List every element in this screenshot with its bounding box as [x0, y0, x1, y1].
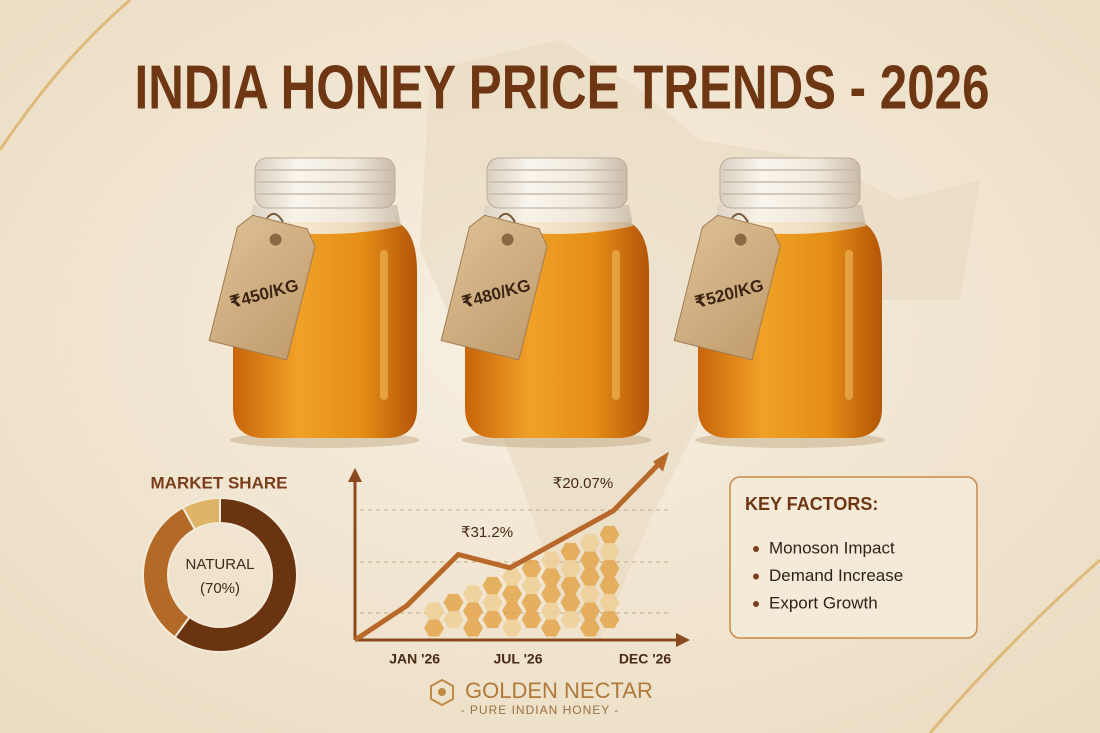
price-tag: ₹480/KG [440, 214, 548, 361]
brand-logo [430, 678, 454, 707]
honeycomb-cell [463, 619, 483, 637]
price-tag: ₹520/KG [673, 214, 781, 361]
honeycomb-cell [424, 619, 444, 637]
tag-hole [501, 233, 514, 246]
honeycomb-cell [599, 610, 620, 629]
donut-segment [181, 496, 221, 531]
tag-string [498, 212, 516, 223]
donut-chart [142, 496, 298, 653]
jar-highlight [612, 250, 620, 400]
jar: ₹520/KG [673, 157, 885, 448]
jar: ₹450/KG [208, 157, 420, 448]
jar-neck [486, 157, 628, 209]
honeycomb-cell [521, 610, 542, 629]
honeycomb-cell [541, 568, 561, 586]
bullet [753, 573, 759, 580]
line-chart: JAN '26 JUL '26 DEC '26 ₹31.2% ₹20.07% [348, 451, 690, 667]
tag-shape [208, 214, 316, 361]
honeycomb-cell [502, 619, 522, 637]
honeycomb-cell [599, 593, 620, 612]
bullet [753, 601, 759, 607]
x-tick-label: JAN '26 [389, 651, 440, 667]
tag-string [731, 212, 749, 223]
honeycomb-cell [560, 559, 581, 578]
bullet [753, 546, 759, 552]
donut-segment [173, 496, 298, 653]
honeycomb-cell [502, 568, 522, 586]
decor-swirl [0, 0, 131, 151]
key-factor: Export Growth [769, 593, 878, 612]
key-factor: Monoson Impact [769, 538, 895, 557]
tag-string [266, 212, 284, 223]
donut-center-label: (70%) [200, 580, 240, 597]
logo-hex [430, 678, 454, 707]
donut-center-label: NATURAL [186, 556, 255, 573]
x-tick-label: DEC '26 [619, 651, 672, 667]
line-arrowhead [653, 451, 669, 472]
key-factors-title: KEY FACTORS: [745, 494, 878, 514]
honeycomb-cell [580, 551, 600, 569]
honeycomb-cell [580, 568, 600, 586]
key-factors-list: Monoson Impact Demand Increase Export Grow… [753, 538, 903, 612]
annotation: ₹31.2% [461, 524, 513, 541]
honeycomb-cell [560, 542, 581, 561]
honeycomb-cell [521, 576, 542, 595]
honeycomb-cell [463, 585, 483, 603]
honeycomb-cell [541, 585, 561, 603]
honeycomb-cell [443, 610, 464, 629]
honeycomb-cell [521, 559, 542, 578]
honeycomb-cell [560, 610, 581, 629]
brand-tagline: - PURE INDIAN HONEY - [461, 703, 620, 717]
honeycomb-cell [482, 593, 503, 612]
decor-swirl [928, 558, 1100, 733]
honeycomb-cell [599, 542, 620, 561]
brand-name: GOLDEN NECTAR [465, 678, 653, 703]
annotation: ₹20.07% [553, 475, 613, 492]
jar-neck [254, 157, 396, 209]
honeycomb-cell [599, 525, 620, 544]
axis-arrow [348, 468, 362, 482]
tag-hole [734, 233, 747, 246]
honeycomb-cell [541, 619, 561, 637]
honeycomb-cell [541, 602, 561, 620]
key-factors-box [729, 476, 978, 639]
logo-dot [438, 688, 446, 696]
honeycomb-cell [580, 585, 600, 603]
honeycomb-cell [560, 593, 581, 612]
honeycomb-cell [599, 559, 620, 578]
honeycomb-cell [580, 602, 600, 620]
honeycomb-cell [599, 576, 620, 595]
honeycomb-cell [482, 576, 503, 595]
honeycomb-cell [541, 551, 561, 569]
tag-shape [673, 214, 781, 361]
donut-title: MARKET SHARE [151, 473, 288, 492]
honeycomb-cell [502, 602, 522, 620]
honeycomb-cell [580, 534, 600, 552]
axis-arrow [676, 633, 690, 647]
jar-neck [719, 157, 861, 209]
tag-shape [440, 214, 548, 361]
jars: ₹450/KG ₹480/KG ₹520/KG [208, 157, 885, 448]
honeycomb-cell [443, 593, 464, 612]
honeycomb-cell [580, 619, 600, 637]
jar-highlight [845, 250, 853, 400]
jar: ₹480/KG [440, 157, 652, 448]
price-line [353, 455, 667, 643]
title: INDIA HONEY PRICE TRENDS - 2026 [135, 53, 990, 122]
key-factor: Demand Increase [769, 566, 903, 585]
honeycomb-cell [502, 585, 522, 603]
honeycomb-cell [521, 593, 542, 612]
tag-hole [269, 233, 282, 246]
honeycomb-cell [482, 610, 503, 629]
price-tag: ₹450/KG [208, 214, 316, 361]
honeycomb-cell [463, 602, 483, 620]
honeycomb-cell [560, 576, 581, 595]
x-tick-label: JUL '26 [494, 651, 543, 667]
jar-highlight [380, 250, 388, 400]
honeycomb-cell [424, 602, 444, 620]
